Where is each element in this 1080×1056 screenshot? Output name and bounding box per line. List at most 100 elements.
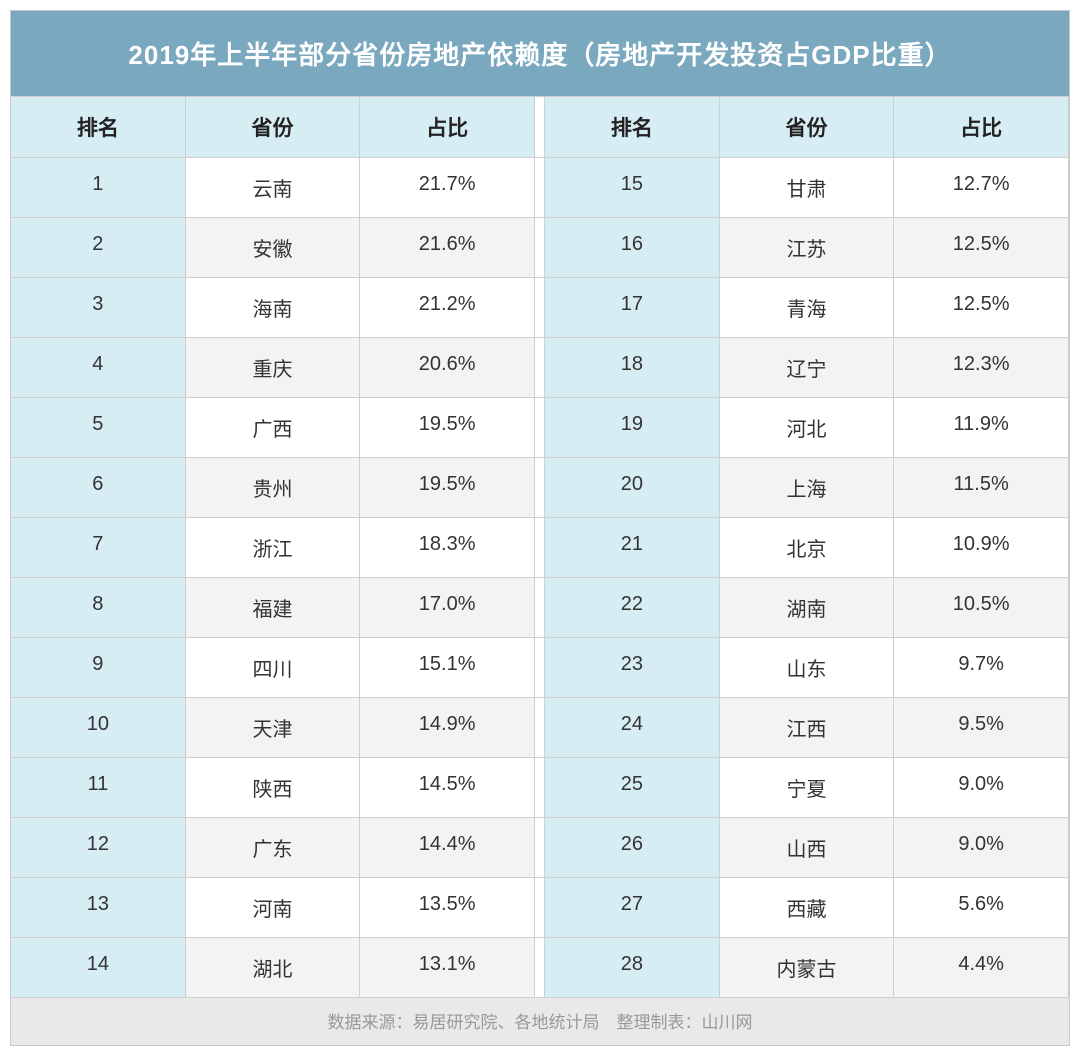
cell-province: 山西 (720, 818, 895, 878)
cell-ratio: 21.6% (360, 218, 535, 278)
cell-rank: 19 (545, 398, 720, 458)
cell-rank: 18 (545, 338, 720, 398)
col-header-ratio: 占比 (360, 97, 535, 158)
cell-rank: 14 (11, 938, 186, 998)
column-spacer (535, 758, 545, 818)
column-spacer (535, 878, 545, 938)
cell-province: 宁夏 (720, 758, 895, 818)
column-spacer (535, 578, 545, 638)
cell-ratio: 5.6% (894, 878, 1069, 938)
cell-rank: 1 (11, 158, 186, 218)
cell-ratio: 14.9% (360, 698, 535, 758)
data-grid: 排名省份占比排名省份占比1云南21.7%15甘肃12.7%2安徽21.6%16江… (11, 96, 1069, 998)
cell-ratio: 13.1% (360, 938, 535, 998)
cell-rank: 17 (545, 278, 720, 338)
cell-rank: 26 (545, 818, 720, 878)
cell-rank: 9 (11, 638, 186, 698)
cell-province: 云南 (186, 158, 361, 218)
cell-rank: 11 (11, 758, 186, 818)
cell-rank: 3 (11, 278, 186, 338)
cell-province: 青海 (720, 278, 895, 338)
column-spacer (535, 338, 545, 398)
cell-ratio: 21.2% (360, 278, 535, 338)
cell-province: 内蒙古 (720, 938, 895, 998)
cell-ratio: 21.7% (360, 158, 535, 218)
cell-rank: 7 (11, 518, 186, 578)
column-spacer (535, 398, 545, 458)
cell-rank: 24 (545, 698, 720, 758)
cell-province: 四川 (186, 638, 361, 698)
cell-rank: 27 (545, 878, 720, 938)
cell-province: 湖南 (720, 578, 895, 638)
cell-province: 河北 (720, 398, 895, 458)
cell-ratio: 11.9% (894, 398, 1069, 458)
cell-province: 天津 (186, 698, 361, 758)
column-spacer (535, 938, 545, 998)
cell-province: 广西 (186, 398, 361, 458)
col-header-province: 省份 (186, 97, 361, 158)
cell-ratio: 18.3% (360, 518, 535, 578)
column-spacer (535, 518, 545, 578)
cell-ratio: 9.0% (894, 818, 1069, 878)
col-header-province: 省份 (720, 97, 895, 158)
column-spacer (535, 638, 545, 698)
cell-ratio: 20.6% (360, 338, 535, 398)
col-header-rank: 排名 (545, 97, 720, 158)
cell-rank: 16 (545, 218, 720, 278)
cell-province: 河南 (186, 878, 361, 938)
cell-rank: 8 (11, 578, 186, 638)
cell-rank: 10 (11, 698, 186, 758)
cell-ratio: 12.5% (894, 278, 1069, 338)
cell-ratio: 9.7% (894, 638, 1069, 698)
column-spacer (535, 278, 545, 338)
cell-province: 湖北 (186, 938, 361, 998)
cell-ratio: 15.1% (360, 638, 535, 698)
cell-rank: 13 (11, 878, 186, 938)
cell-ratio: 19.5% (360, 458, 535, 518)
cell-rank: 4 (11, 338, 186, 398)
cell-rank: 6 (11, 458, 186, 518)
cell-ratio: 10.5% (894, 578, 1069, 638)
column-spacer (535, 458, 545, 518)
footer-source: 数据来源：易居研究院、各地统计局 整理制表：山川网 (11, 998, 1069, 1045)
cell-rank: 5 (11, 398, 186, 458)
cell-rank: 28 (545, 938, 720, 998)
cell-ratio: 12.5% (894, 218, 1069, 278)
cell-ratio: 14.4% (360, 818, 535, 878)
cell-rank: 23 (545, 638, 720, 698)
cell-ratio: 14.5% (360, 758, 535, 818)
cell-province: 广东 (186, 818, 361, 878)
cell-province: 江苏 (720, 218, 895, 278)
cell-province: 贵州 (186, 458, 361, 518)
cell-province: 甘肃 (720, 158, 895, 218)
column-spacer (535, 218, 545, 278)
cell-ratio: 12.7% (894, 158, 1069, 218)
column-spacer (535, 698, 545, 758)
cell-ratio: 4.4% (894, 938, 1069, 998)
table-title: 2019年上半年部分省份房地产依赖度（房地产开发投资占GDP比重） (11, 11, 1069, 96)
cell-ratio: 12.3% (894, 338, 1069, 398)
cell-province: 海南 (186, 278, 361, 338)
cell-province: 上海 (720, 458, 895, 518)
cell-province: 福建 (186, 578, 361, 638)
cell-province: 西藏 (720, 878, 895, 938)
cell-rank: 22 (545, 578, 720, 638)
column-spacer (535, 158, 545, 218)
cell-province: 浙江 (186, 518, 361, 578)
cell-ratio: 13.5% (360, 878, 535, 938)
cell-ratio: 9.0% (894, 758, 1069, 818)
col-header-ratio: 占比 (894, 97, 1069, 158)
cell-ratio: 9.5% (894, 698, 1069, 758)
cell-ratio: 10.9% (894, 518, 1069, 578)
cell-rank: 21 (545, 518, 720, 578)
column-spacer (535, 818, 545, 878)
col-header-rank: 排名 (11, 97, 186, 158)
cell-province: 山东 (720, 638, 895, 698)
cell-ratio: 19.5% (360, 398, 535, 458)
cell-province: 安徽 (186, 218, 361, 278)
cell-rank: 12 (11, 818, 186, 878)
column-spacer (535, 97, 545, 158)
cell-rank: 25 (545, 758, 720, 818)
cell-ratio: 11.5% (894, 458, 1069, 518)
cell-province: 陕西 (186, 758, 361, 818)
